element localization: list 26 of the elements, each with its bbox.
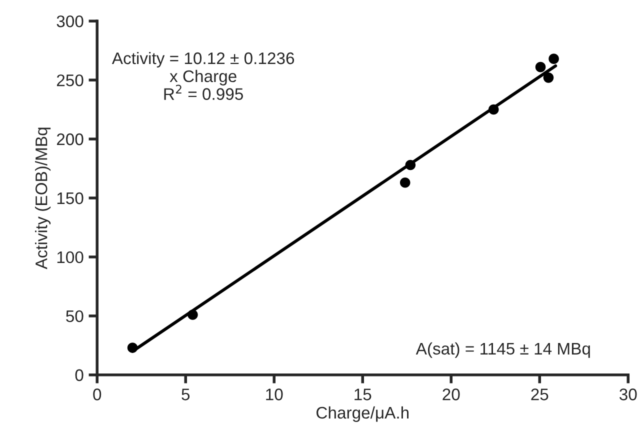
x-tick-label: 25: [531, 388, 548, 400]
x-tick-label: 30: [620, 388, 637, 400]
y-tick-label: 200: [56, 133, 84, 146]
point: [405, 160, 416, 170]
x-tick-label: 10: [266, 388, 283, 400]
y-tick-label: 250: [56, 74, 84, 86]
annotation: Activity = 10.12 ± 0.1236 x Charge R$^{2}$ = 0.995: [112, 52, 294, 100]
y-tick-label: 100: [57, 251, 84, 264]
y-axis-title: Activity (EOB)/MBq: [35, 128, 51, 270]
point: [543, 72, 554, 83]
point: [188, 310, 198, 320]
y-tick-label: 0: [75, 369, 84, 382]
point: [548, 54, 559, 64]
x-axis-title: Charge/μA.h: [316, 406, 409, 422]
x-tick-label: 0: [93, 388, 102, 400]
y-tick-label: 300: [56, 15, 84, 28]
x-tick-label: 5: [182, 388, 190, 400]
x-tick-label: 20: [442, 388, 460, 400]
y-tick-label: 50: [66, 310, 84, 322]
annotation: A(sat) = 1145 ± 14 MBq: [416, 342, 590, 358]
point: [400, 178, 410, 188]
y-tick-label: 150: [57, 192, 84, 204]
x-tick-label: 15: [354, 388, 372, 400]
point: [535, 62, 546, 72]
point: [488, 104, 499, 115]
point: [127, 342, 138, 353]
